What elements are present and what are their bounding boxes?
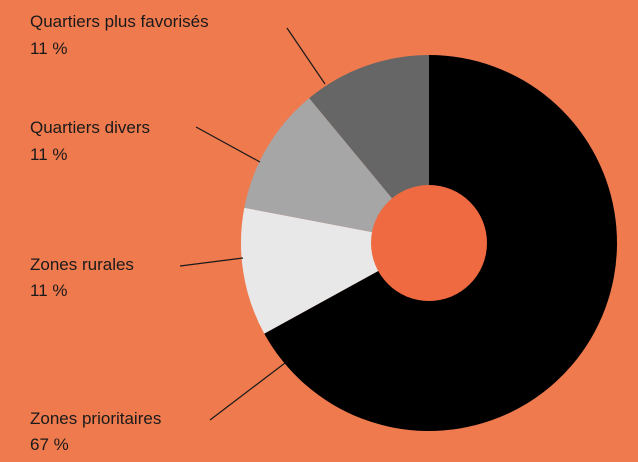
slice-label-name-2: Quartiers divers [30, 118, 150, 137]
slice-label-name-1: Zones rurales [30, 255, 134, 274]
slice-labels: Quartiers plus favorisés 11 % Quartiers … [30, 12, 209, 454]
leader-line-0 [209, 362, 286, 421]
leader-line-2 [195, 126, 261, 163]
slice-quartiers-divers [244, 98, 429, 243]
donut-hole [371, 185, 487, 301]
leader-line-3 [286, 27, 326, 85]
leader-line-1 [179, 257, 244, 267]
slice-label-value-1: 11 % [30, 281, 68, 300]
slice-label-value-3: 11 % [30, 39, 68, 58]
slice-label-value-2: 11 % [30, 145, 68, 164]
leader-lines [179, 27, 326, 421]
slice-label-name-3: Quartiers plus favorisés [30, 12, 209, 31]
slice-label-name-0: Zones prioritaires [30, 409, 161, 428]
slice-label-value-0: 67 % [30, 435, 69, 454]
